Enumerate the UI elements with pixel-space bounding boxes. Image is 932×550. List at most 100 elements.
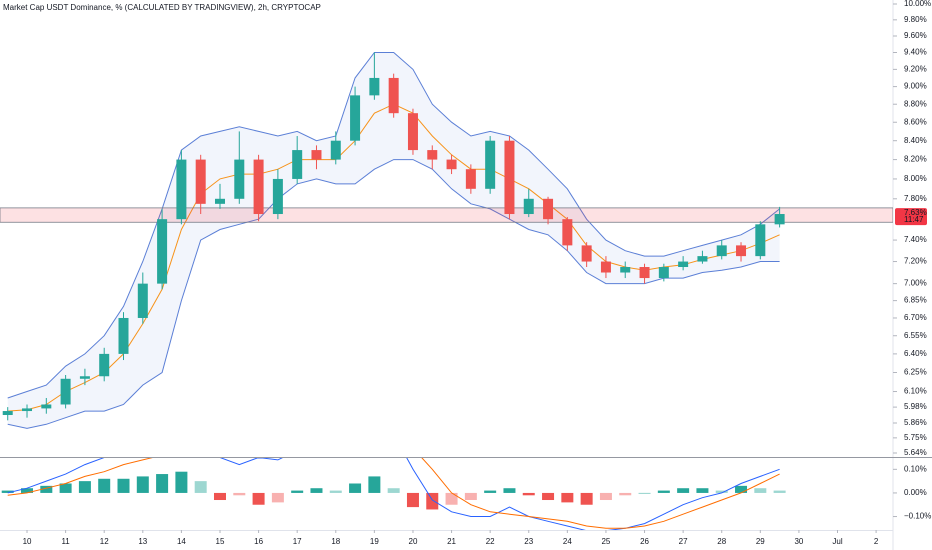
candle-body bbox=[99, 353, 110, 377]
y-tick-label: 8.80% bbox=[904, 99, 927, 108]
histogram-bar bbox=[773, 490, 786, 493]
histogram-bar bbox=[59, 483, 72, 493]
histogram-bar bbox=[542, 492, 555, 501]
candle-body bbox=[292, 150, 303, 179]
histogram-bar bbox=[291, 490, 304, 493]
histogram-bar bbox=[484, 490, 497, 493]
candle-body bbox=[465, 169, 476, 189]
candle-body bbox=[446, 159, 457, 170]
candle-body bbox=[774, 214, 785, 225]
signal-line bbox=[7, 458, 780, 529]
y-tick-label: 9.20% bbox=[904, 64, 927, 73]
histogram-bar bbox=[271, 492, 284, 503]
histogram-bar bbox=[522, 492, 535, 496]
histogram-bar bbox=[310, 488, 323, 493]
candle-body bbox=[330, 140, 341, 160]
y-tick-label: 5.86% bbox=[904, 418, 927, 427]
candle-body bbox=[195, 159, 206, 204]
histogram-bar bbox=[561, 492, 574, 503]
histogram-bar bbox=[175, 471, 188, 493]
y-tick-label: 6.25% bbox=[904, 368, 927, 377]
candle-body bbox=[272, 178, 283, 215]
histogram-bar bbox=[21, 488, 34, 493]
price-pane bbox=[0, 52, 893, 429]
y-tick-label: 8.40% bbox=[904, 136, 927, 145]
last-price-label: 7.63% bbox=[904, 208, 927, 217]
x-tick-label: 19 bbox=[370, 537, 379, 546]
y-tick-label: 5.98% bbox=[904, 402, 927, 411]
y-tick-label: 6.10% bbox=[904, 387, 927, 396]
candle-body bbox=[678, 261, 689, 268]
y-tick-label: 9.40% bbox=[904, 48, 927, 57]
x-tick-label: 30 bbox=[794, 537, 803, 546]
candle-body bbox=[658, 267, 669, 279]
countdown-label: 11:47 bbox=[904, 215, 924, 224]
x-tick-label: 29 bbox=[756, 537, 765, 546]
x-tick-label: 25 bbox=[601, 537, 610, 546]
band-upper bbox=[7, 52, 780, 399]
histogram-bar bbox=[98, 478, 111, 493]
y-tick-label: 6.55% bbox=[904, 331, 927, 340]
x-tick-label: 13 bbox=[138, 537, 147, 546]
histogram-bar bbox=[1, 490, 14, 493]
axes: 10.00% 9.80% 9.60% 9.40% 9.20% 9.00% 8.80% 8.60… bbox=[23, 0, 932, 546]
x-tick-label: 14 bbox=[177, 537, 186, 546]
candle-body bbox=[736, 245, 747, 257]
candle-body bbox=[369, 77, 380, 96]
y-tick-label: 9.80% bbox=[904, 15, 927, 24]
candle-body bbox=[523, 198, 534, 215]
histogram-bar bbox=[78, 481, 91, 493]
histogram-bar bbox=[349, 483, 362, 493]
candle-body bbox=[60, 378, 71, 405]
histogram-bar bbox=[426, 492, 439, 510]
histogram-bar bbox=[735, 485, 748, 493]
candle-body bbox=[407, 113, 418, 151]
histogram-bar bbox=[368, 476, 381, 493]
y-tick-label: 9.00% bbox=[904, 82, 927, 91]
candle-body bbox=[137, 283, 148, 318]
band-lower bbox=[7, 159, 780, 429]
candle-body bbox=[697, 256, 708, 262]
histogram-bar bbox=[213, 492, 226, 501]
x-tick-label: 17 bbox=[293, 537, 302, 546]
y-tick-label: 9.60% bbox=[904, 31, 927, 40]
y-tick-label: 7.00% bbox=[904, 279, 927, 288]
candle-body bbox=[2, 411, 13, 416]
macd-pane bbox=[1, 458, 786, 530]
x-tick-label: 10 bbox=[23, 537, 32, 546]
histogram-bar bbox=[619, 492, 632, 496]
y-tick-label: 8.60% bbox=[904, 117, 927, 126]
x-tick-label: Jul bbox=[832, 537, 842, 546]
candle-body bbox=[716, 245, 727, 257]
x-tick-label: 23 bbox=[524, 537, 533, 546]
zone bbox=[0, 207, 893, 223]
x-tick-label: 22 bbox=[486, 537, 495, 546]
candle-body bbox=[234, 159, 245, 199]
last-price-box bbox=[895, 208, 927, 226]
x-tick-label: 20 bbox=[409, 537, 418, 546]
candle-body bbox=[176, 159, 187, 220]
y-tick-label: 7.20% bbox=[904, 257, 927, 266]
candle-body bbox=[485, 140, 496, 189]
histogram-bar bbox=[406, 492, 419, 508]
histogram-bar bbox=[136, 476, 149, 493]
histogram-bar bbox=[677, 488, 690, 493]
chart-title: Market Cap USDT Dominance, % (CALCULATED… bbox=[3, 3, 321, 12]
x-tick-label: 18 bbox=[331, 537, 340, 546]
candle-body bbox=[118, 317, 129, 354]
candle-body bbox=[427, 150, 438, 160]
y-tick-label: 6.40% bbox=[904, 349, 927, 358]
candle-body bbox=[253, 159, 264, 215]
candle-body bbox=[311, 150, 322, 160]
y-tick-label: 0.00% bbox=[904, 488, 927, 497]
x-tick-label: 21 bbox=[447, 537, 456, 546]
y-tick-label: 5.64% bbox=[904, 448, 927, 457]
histogram-bar bbox=[638, 492, 651, 494]
x-tick-label: 16 bbox=[254, 537, 263, 546]
histogram-bar bbox=[156, 474, 169, 493]
x-tick-label: 27 bbox=[679, 537, 688, 546]
candle-body bbox=[157, 219, 168, 284]
histogram-bar bbox=[754, 488, 767, 493]
histogram-bar bbox=[580, 492, 593, 505]
